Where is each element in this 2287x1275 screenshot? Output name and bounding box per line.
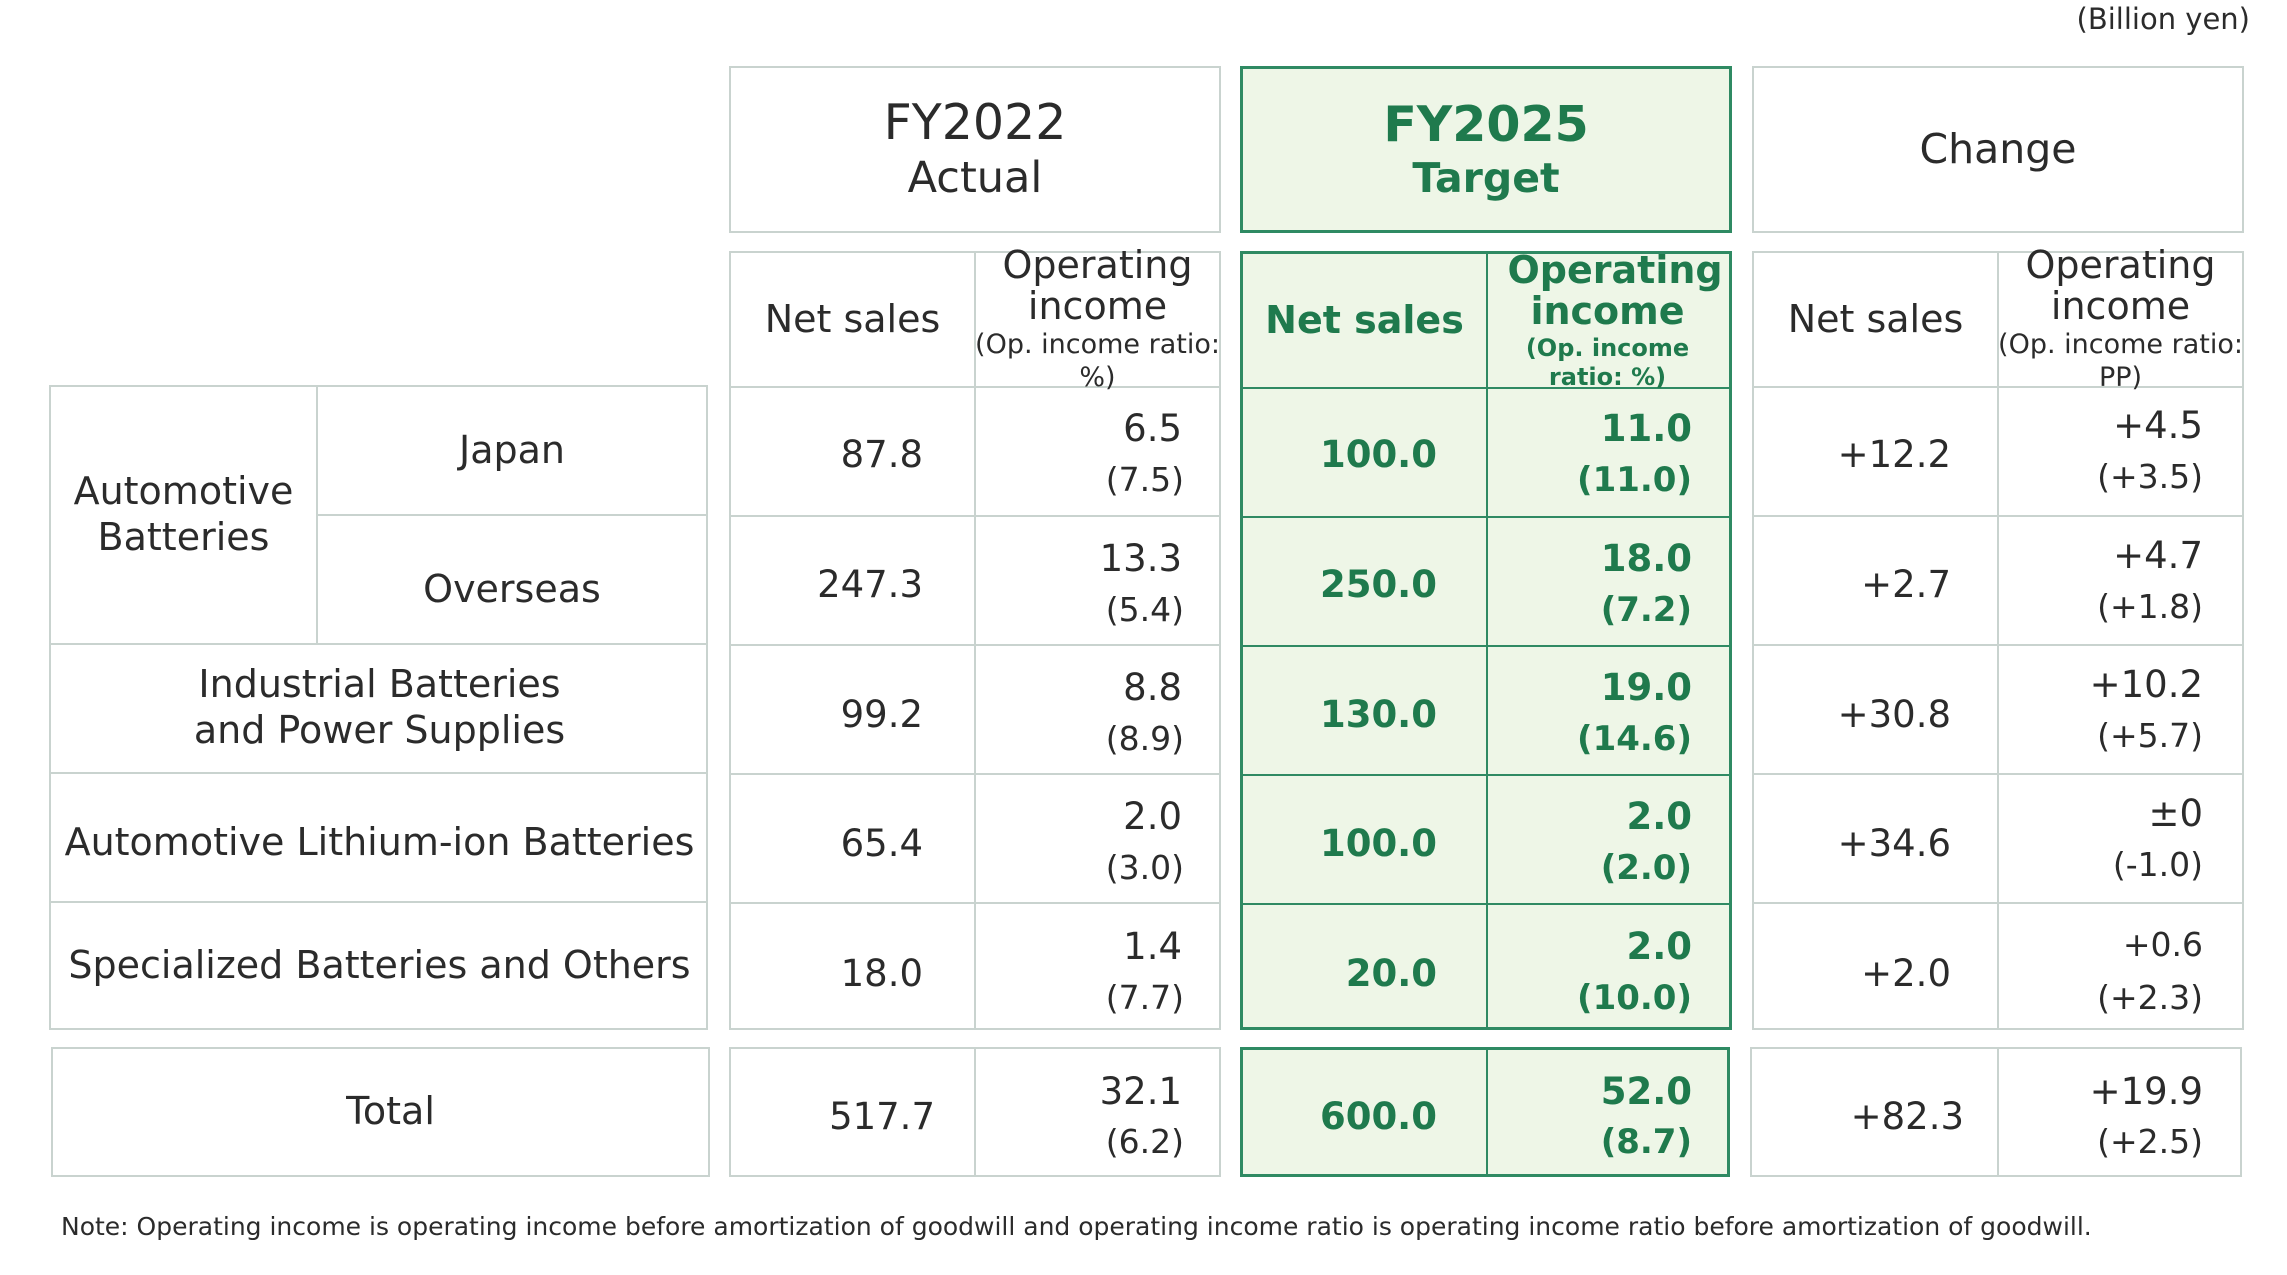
fy2025-ratio-note: (Op. income ratio: %) (1525, 333, 1690, 391)
fy2022-table: Net sales Operating income (Op. income r… (729, 245, 1221, 1030)
change-op-income-japan: +4.5 (2113, 404, 2203, 447)
fy2022-ratio-overseas: (5.4) (1105, 590, 1184, 629)
fy2022-net-sales-header: Net sales (764, 296, 941, 341)
fy2022-header: FY2022 Actual (729, 66, 1221, 233)
fy2025-net-sales-lithium: 100.0 (1319, 822, 1437, 865)
fy2022-op-income-lithium: 2.0 (1123, 795, 1182, 838)
change-net-sales-header: Net sales (1787, 296, 1964, 341)
fy2022-ratio-japan: (7.5) (1105, 460, 1184, 499)
fy2025-net-sales-header: Net sales (1265, 297, 1464, 342)
fy2022-op-income-overseas: 13.3 (1099, 537, 1182, 580)
change-net-sales-specialized: +2.0 (1861, 952, 1951, 995)
fy2022-ratio-total: (6.2) (1105, 1122, 1184, 1161)
fy2022-net-sales-overseas: 247.3 (817, 563, 923, 606)
fy2022-net-sales-total: 517.7 (829, 1095, 935, 1138)
fy2025-op-income-specialized: 2.0 (1626, 925, 1692, 968)
total-label-box: Total (51, 1047, 710, 1177)
segment-industrial: Industrial Batteries and Power Supplies (193, 661, 566, 752)
change-ratio-japan: (+3.5) (2097, 457, 2203, 496)
fy2025-ratio-industrial: (14.6) (1577, 719, 1692, 759)
change-ratio-note: (Op. income ratio: PP) (1998, 329, 2243, 393)
fy2025-table: Net sales Operating income (Op. income r… (1240, 247, 1732, 1030)
change-op-income-specialized: +0.6 (2122, 925, 2203, 964)
change-op-income-total: +19.9 (2089, 1070, 2203, 1113)
fy2022-year: FY2022 (883, 94, 1067, 152)
fy2022-op-income-japan: 6.5 (1123, 407, 1182, 450)
fy2025-net-sales-industrial: 130.0 (1319, 693, 1437, 736)
fy2025-ratio-specialized: (10.0) (1577, 978, 1692, 1018)
fy2025-year: FY2025 (1383, 95, 1589, 153)
fy2022-net-sales-specialized: 18.0 (840, 952, 923, 995)
fy2025-op-income-japan: 11.0 (1600, 407, 1692, 450)
total-label: Total (346, 1089, 435, 1134)
change-op-income-industrial: +10.2 (2089, 663, 2203, 706)
fy2022-net-sales-japan: 87.8 (840, 433, 923, 476)
segment-overseas: Overseas (423, 566, 601, 611)
change-ratio-total: (+2.5) (2097, 1122, 2203, 1161)
change-op-income-header: Operating income (2025, 243, 2216, 329)
segment-specialized: Specialized Batteries and Others (68, 942, 691, 987)
fy2025-op-income-industrial: 19.0 (1600, 666, 1692, 709)
fy2025-type: Target (1412, 154, 1560, 203)
change-net-sales-total: +82.3 (1850, 1095, 1964, 1138)
change-net-sales-overseas: +2.7 (1861, 563, 1951, 606)
fy2025-total-box (1240, 1047, 1730, 1177)
fy2025-op-income-lithium: 2.0 (1626, 795, 1692, 838)
fy2025-ratio-japan: (11.0) (1577, 460, 1692, 500)
change-net-sales-japan: +12.2 (1837, 433, 1951, 476)
fy2025-net-sales-total: 600.0 (1319, 1095, 1437, 1138)
fy2025-op-income-total: 52.0 (1600, 1070, 1692, 1113)
change-ratio-specialized: (+2.3) (2097, 978, 2203, 1017)
fy2022-type: Actual (907, 153, 1043, 204)
fy2022-ratio-lithium: (3.0) (1105, 848, 1184, 887)
change-ratio-overseas: (+1.8) (2097, 587, 2203, 626)
change-title: Change (1919, 124, 2077, 173)
fy2025-ratio-total: (8.7) (1600, 1122, 1692, 1162)
change-op-income-lithium: ±0 (2148, 792, 2203, 835)
change-total-box (1750, 1047, 2242, 1177)
fy2022-ratio-specialized: (7.7) (1105, 978, 1184, 1017)
segment-japan: Japan (459, 427, 565, 472)
fy2022-net-sales-industrial: 99.2 (840, 693, 923, 736)
fy2025-header: FY2025 Target (1240, 66, 1732, 233)
fy2022-op-income-industrial: 8.8 (1123, 666, 1182, 709)
change-ratio-lithium: (-1.0) (2112, 845, 2203, 884)
fy2025-net-sales-japan: 100.0 (1319, 433, 1437, 476)
footnote: Note: Operating income is operating inco… (61, 1212, 2092, 1241)
fy2022-ratio-note: (Op. income ratio: %) (975, 329, 1220, 393)
segment-labels: Automotive Batteries Japan Overseas Indu… (49, 385, 708, 1030)
segment-automotive-batteries: Automotive Batteries (73, 469, 294, 559)
fy2025-ratio-overseas: (7.2) (1600, 590, 1692, 630)
change-ratio-industrial: (+5.7) (2097, 716, 2203, 755)
fy2025-op-income-header: Operating income (1507, 247, 1723, 333)
fy2022-op-income-header: Operating income (1002, 243, 1193, 329)
fy2022-op-income-specialized: 1.4 (1123, 925, 1182, 968)
segment-lithium: Automotive Lithium-ion Batteries (64, 819, 695, 864)
fy2022-total-box (729, 1047, 1221, 1177)
fy2022-net-sales-lithium: 65.4 (840, 822, 923, 865)
unit-label: (Billion yen) (2076, 2, 2250, 36)
fy2025-ratio-lithium: (2.0) (1600, 848, 1692, 888)
change-net-sales-industrial: +30.8 (1837, 693, 1951, 736)
fy2022-op-income-total: 32.1 (1099, 1070, 1182, 1113)
change-table: Net sales Operating income (Op. income r… (1752, 245, 2244, 1030)
fy2022-ratio-industrial: (8.9) (1105, 719, 1184, 758)
fy2025-net-sales-overseas: 250.0 (1319, 563, 1437, 606)
change-header: Change (1752, 66, 2244, 233)
fy2025-op-income-overseas: 18.0 (1600, 537, 1692, 580)
change-op-income-overseas: +4.7 (2113, 534, 2203, 577)
fy2025-net-sales-specialized: 20.0 (1345, 952, 1437, 995)
change-net-sales-lithium: +34.6 (1837, 822, 1951, 865)
